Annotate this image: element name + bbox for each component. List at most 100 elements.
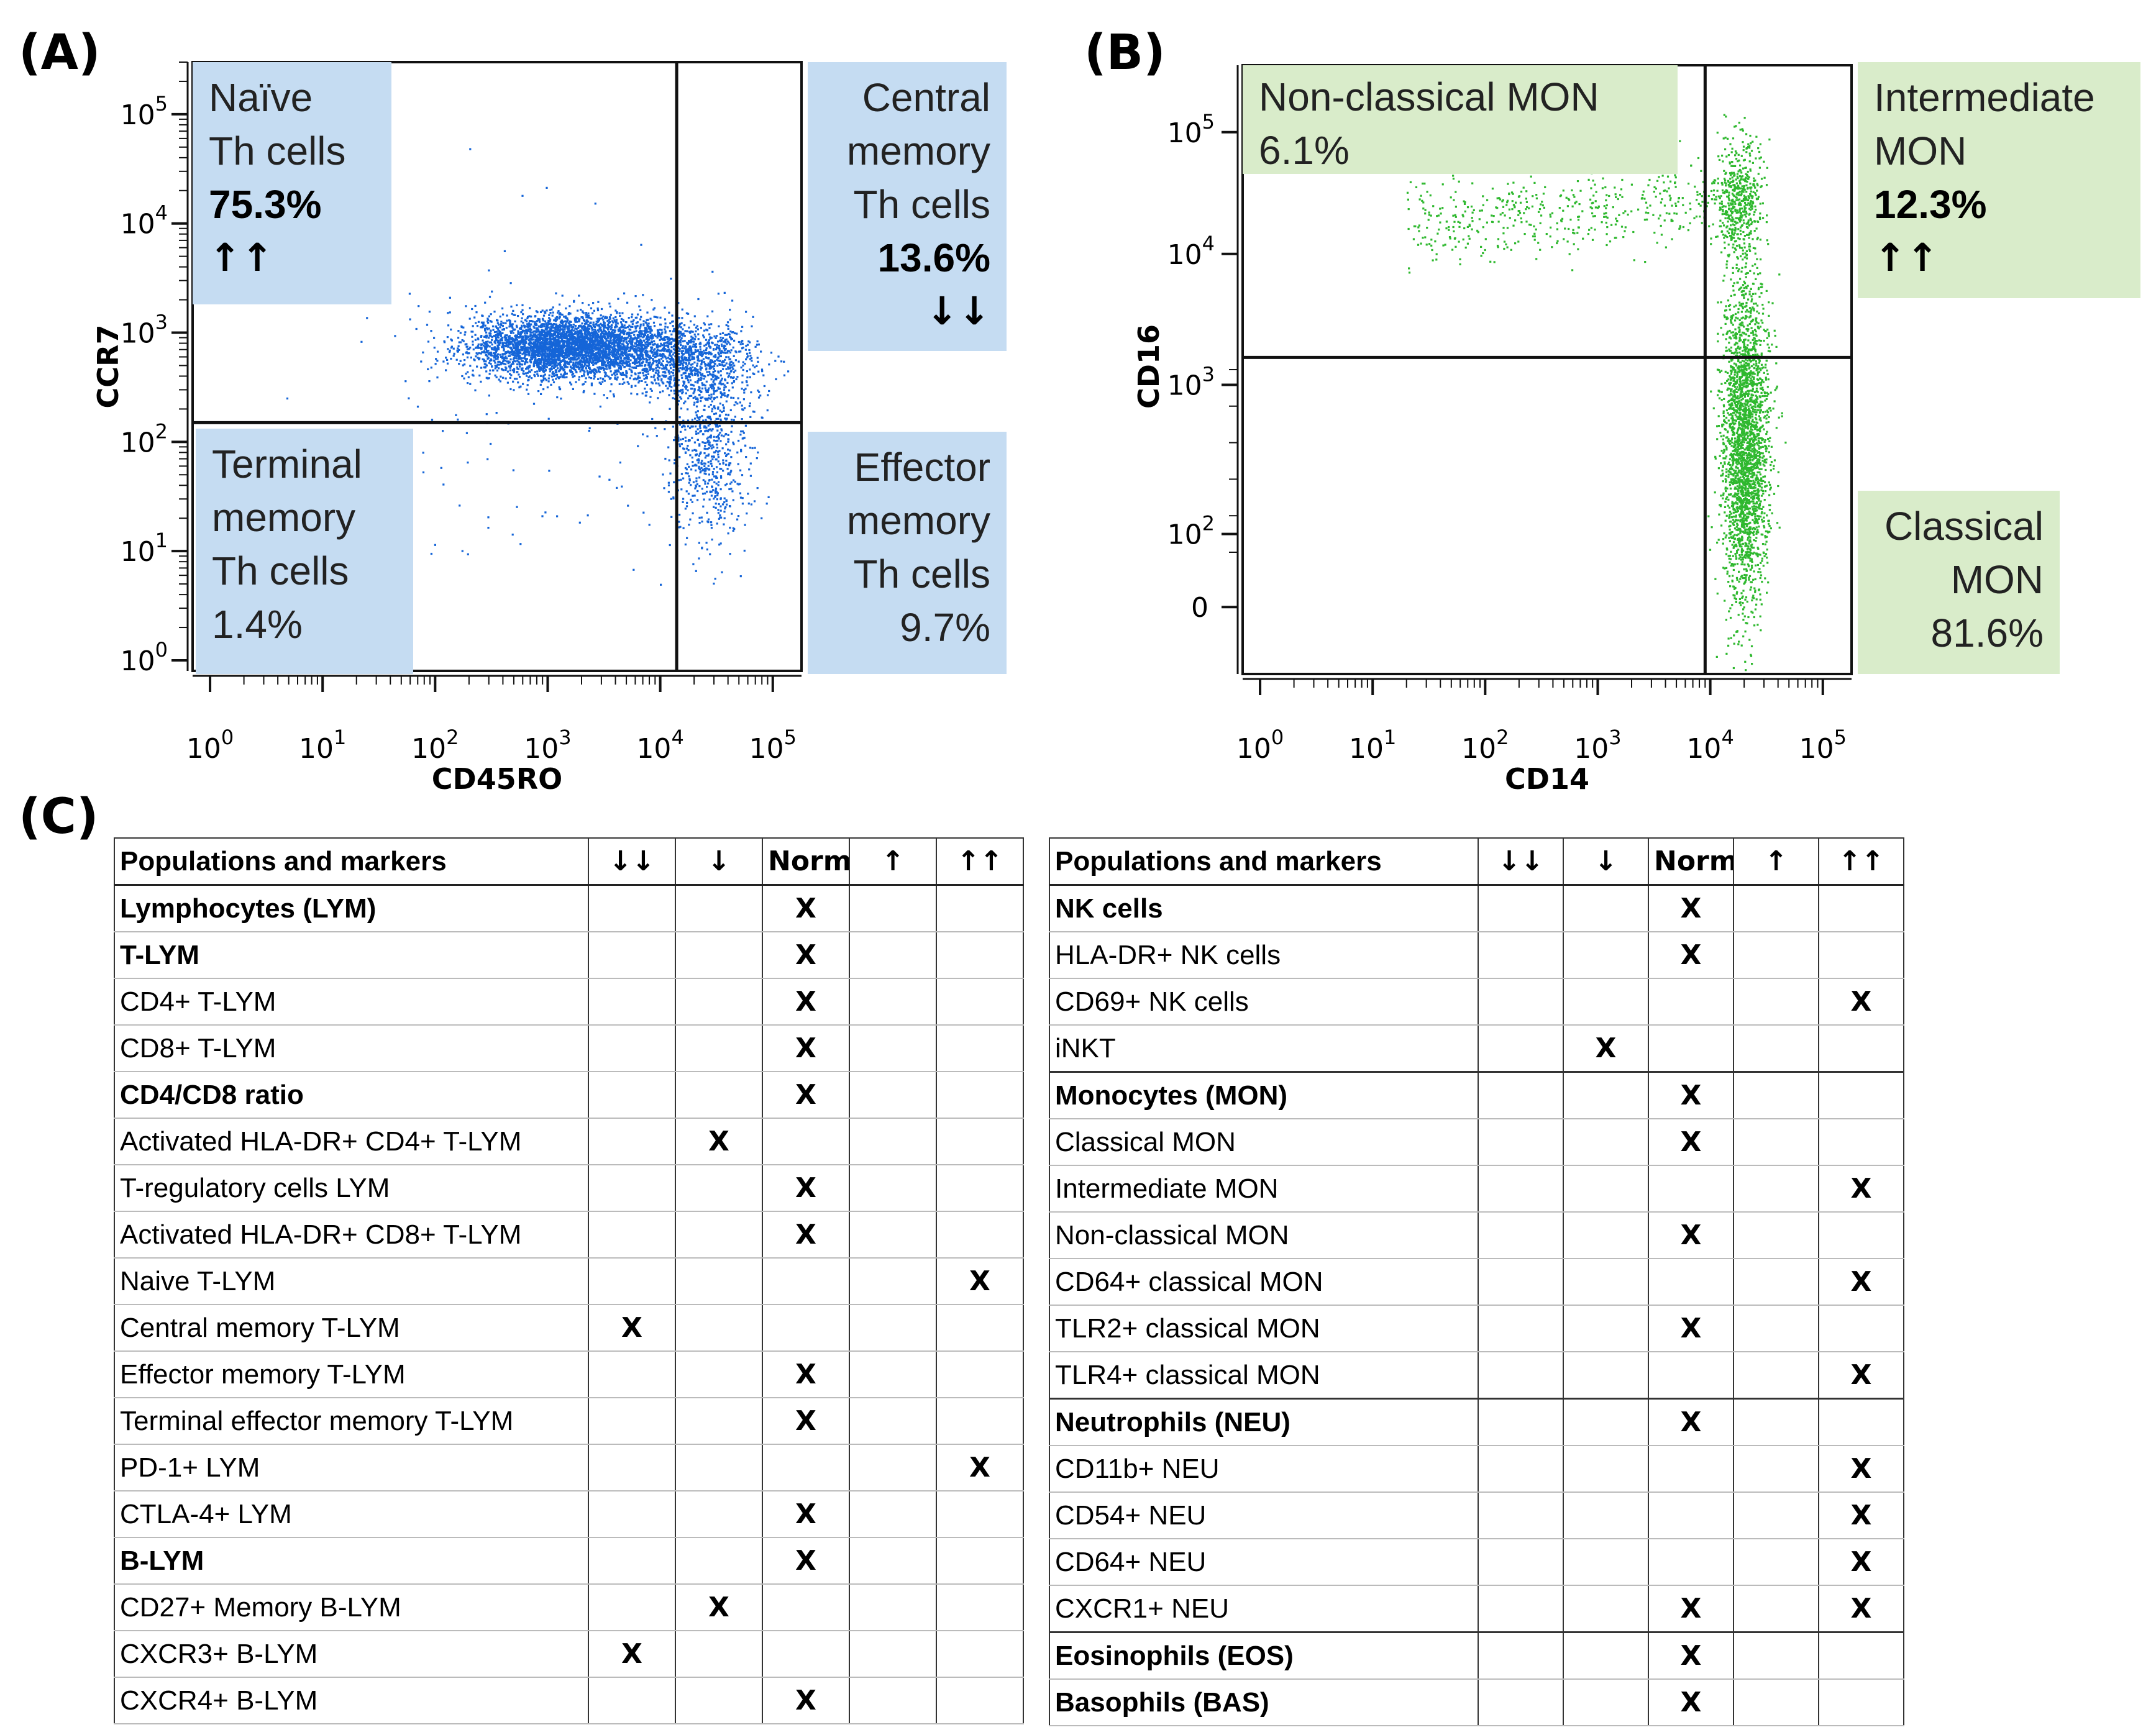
data-point [627,346,629,348]
data-point [586,354,588,357]
data-point [565,361,567,364]
data-point [521,357,523,360]
data-point [565,321,568,323]
data-point [618,330,620,332]
data-point [588,347,590,350]
data-point [551,314,554,317]
data-point [480,335,482,338]
data-point [470,357,472,359]
data-point [516,339,518,341]
data-point [458,363,460,365]
data-point [597,378,600,380]
data-point [726,340,729,343]
data-point [552,350,555,353]
data-point [692,343,695,345]
data-point [603,350,606,352]
data-point [536,328,539,330]
data-point [652,360,655,363]
data-point [415,327,418,330]
data-point [719,332,722,335]
data-point [552,371,554,373]
data-point [678,350,681,352]
panel-label-a: (A) [19,25,101,81]
data-point [592,351,594,353]
data-point [588,332,591,335]
data-point [593,393,596,395]
data-point [625,333,628,335]
data-point [596,307,599,310]
data-point [549,312,552,314]
data-point [631,326,634,328]
data-point [686,365,688,367]
data-point [680,322,683,324]
data-point [570,358,572,361]
data-point [555,329,557,331]
data-point [706,352,708,354]
data-point [517,330,519,332]
data-point [629,347,632,350]
data-point [604,352,606,355]
data-point [591,362,593,364]
data-point [654,371,657,374]
data-point [459,360,462,362]
data-point [623,360,625,362]
data-point [708,370,711,373]
data-point [562,340,565,342]
data-point [538,368,541,370]
data-point [550,368,553,370]
data-point [641,344,644,347]
data-point [493,340,496,344]
data-point [592,321,595,324]
data-point [587,304,590,306]
data-point [656,360,659,362]
data-point [494,374,496,377]
data-point [566,360,569,363]
data-point [485,350,488,353]
data-point [491,369,495,371]
data-point [575,327,578,330]
data-point [595,370,597,373]
data-point [568,327,570,330]
data-point [591,327,593,329]
data-point [651,381,653,384]
data-point [633,362,635,364]
data-point [578,362,581,364]
data-point [549,335,552,338]
data-point [604,375,606,378]
data-point [524,332,526,334]
data-point [559,313,562,316]
data-point [484,329,486,332]
data-point [527,316,529,318]
data-point [634,358,636,360]
data-point [613,371,616,374]
data-point [538,336,541,339]
data-point [539,334,541,337]
data-point [588,327,591,330]
data-point [582,366,585,368]
data-point [711,374,713,376]
data-point [661,344,664,347]
data-point [536,344,539,347]
data-point [517,345,519,348]
data-point [738,350,741,353]
data-point [700,342,702,345]
data-point [542,339,544,342]
data-point [626,363,629,365]
data-point [705,348,708,351]
data-point [639,363,641,365]
data-point [611,341,614,344]
data-point [581,342,583,344]
data-point [506,314,508,317]
data-point [609,365,611,368]
data-point [572,343,574,345]
data-point [645,374,647,376]
data-point [634,351,636,353]
data-point [636,352,638,355]
data-point [487,357,490,359]
data-point [583,365,586,367]
data-point [579,329,582,332]
data-point [677,384,680,386]
data-point [646,376,648,378]
data-point [655,369,657,371]
data-point [516,360,519,362]
